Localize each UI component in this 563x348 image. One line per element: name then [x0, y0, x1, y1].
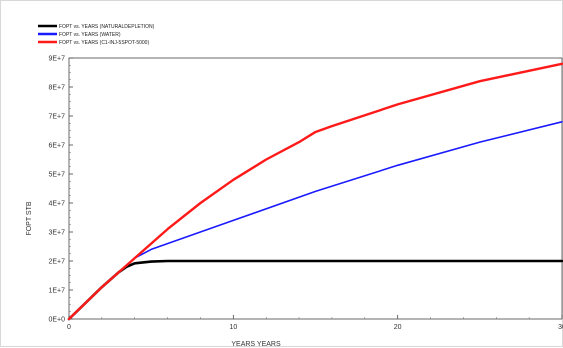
legend-label: FOPT vs. YEARS (NATURALDEPLETION)	[59, 24, 155, 30]
y-tick-label: 9E+7	[48, 56, 65, 63]
legend: FOPT vs. YEARS (NATURALDEPLETION) FOPT vs…	[38, 24, 155, 46]
series-line-2	[68, 121, 563, 320]
axes: 0E+0 1E+7 2E+7 3E+7 4E+7 5E+7 6E+7 7E+7 8E+7 9E+7…	[48, 56, 563, 332]
series-layer	[67, 62, 563, 321]
y-tick-label: 6E+7	[48, 143, 65, 150]
y-tick-label: 7E+7	[48, 114, 65, 121]
plot-area	[68, 57, 563, 320]
y-tick-label: 4E+7	[48, 201, 65, 208]
series-line-1	[67, 259, 563, 321]
y-tick-label: 0E+0	[48, 317, 65, 324]
legend-label: FOPT vs. YEARS (C1-INJ-5SPOT-5000)	[59, 40, 149, 46]
x-axis-label: YEARS YEARS	[231, 341, 281, 348]
y-tick-label: 5E+7	[48, 172, 65, 179]
y-tick-label: 3E+7	[48, 230, 65, 237]
legend-label: FOPT vs. YEARS (WATER)	[59, 32, 121, 38]
y-tick-label: 1E+7	[48, 288, 65, 295]
series-line-3	[67, 62, 563, 321]
x-tick-label: 10	[229, 324, 237, 331]
x-tick-label: 20	[394, 324, 402, 331]
x-tick-label: 30	[558, 324, 563, 331]
y-axis-label: FOPT STB	[26, 201, 33, 235]
x-tick-label: 0	[67, 324, 71, 331]
y-tick-label: 2E+7	[48, 259, 65, 266]
y-tick-label: 8E+7	[48, 85, 65, 92]
